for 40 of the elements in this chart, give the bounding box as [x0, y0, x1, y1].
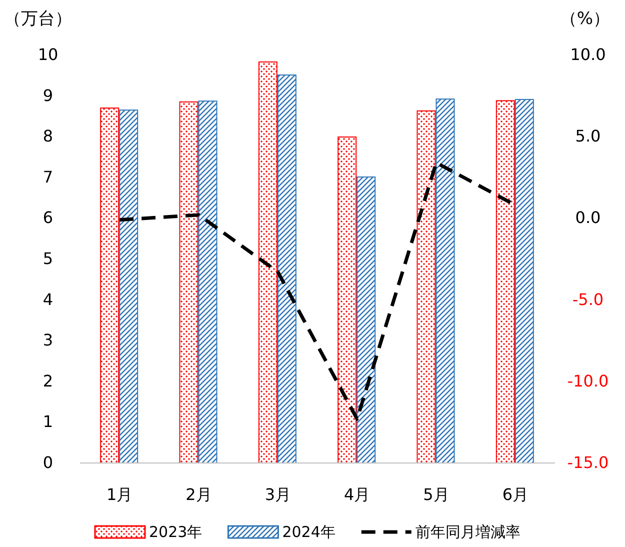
legend-label: 2023年 — [149, 523, 202, 541]
bar — [258, 61, 278, 464]
legend-label: 2024年 — [282, 523, 336, 541]
y-axis-title: （万台） — [4, 9, 72, 29]
x-tick-label: 5月 — [423, 485, 450, 504]
bar — [119, 110, 138, 464]
bar — [496, 100, 515, 464]
y2-tick-label: -15.0 — [567, 453, 609, 472]
y-tick-label: 4 — [42, 290, 54, 309]
x-tick-label: 2月 — [186, 485, 212, 504]
legend-label: 前年同月増減率 — [415, 523, 520, 541]
y-tick-label: 7 — [42, 167, 54, 186]
bar — [338, 136, 357, 464]
y-tick-label: 2 — [42, 371, 54, 390]
x-tick-label: 4月 — [344, 485, 370, 504]
bar — [356, 176, 376, 464]
y2-tick-label: 0.0 — [575, 208, 601, 228]
x-tick-label: 3月 — [264, 485, 292, 504]
y2-tick-label: -10.0 — [567, 371, 609, 390]
y-tick-label: 9 — [42, 86, 54, 105]
y2-tick-label: 5.0 — [575, 126, 601, 146]
y2-tick-label: -5.0 — [572, 290, 604, 309]
x-tick-label: 6月 — [502, 485, 529, 504]
y-tick-label: 1 — [42, 412, 54, 432]
bar — [416, 110, 436, 464]
y2-axis-title: （%） — [560, 9, 610, 29]
bar — [514, 98, 534, 464]
bar — [277, 74, 296, 464]
y-tick-label: 10 — [38, 45, 58, 64]
x-tick-label: 1月 — [106, 485, 133, 504]
y-tick-label: 8 — [42, 126, 54, 146]
y-tick-label: 5 — [42, 249, 54, 268]
y-tick-label: 0 — [42, 453, 54, 472]
bar — [436, 98, 455, 464]
y-tick-label: 3 — [42, 330, 54, 350]
bar — [100, 108, 120, 464]
bar — [179, 101, 198, 464]
bar — [198, 100, 218, 464]
y2-tick-label: 10.0 — [570, 45, 606, 64]
y-tick-label: 6 — [42, 208, 54, 228]
